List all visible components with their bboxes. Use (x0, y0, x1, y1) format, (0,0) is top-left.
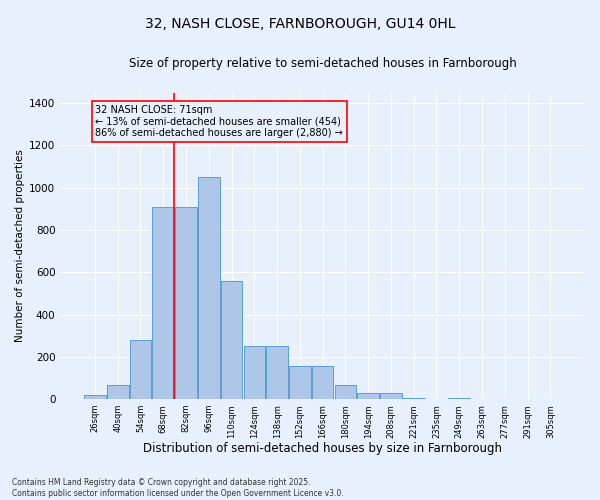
Bar (107, 386, 128, 399)
Bar (221, 280, 242, 399)
Bar (198, 177, 220, 399)
Bar (403, 398, 425, 399)
Bar (312, 366, 334, 399)
Bar (84, 395, 106, 399)
Text: Contains HM Land Registry data © Crown copyright and database right 2025.
Contai: Contains HM Land Registry data © Crown c… (12, 478, 344, 498)
Bar (244, 346, 265, 399)
Bar (448, 398, 470, 399)
Y-axis label: Number of semi-detached properties: Number of semi-detached properties (15, 150, 25, 342)
Text: 32, NASH CLOSE, FARNBOROUGH, GU14 0HL: 32, NASH CLOSE, FARNBOROUGH, GU14 0HL (145, 18, 455, 32)
Bar (380, 393, 402, 399)
Bar (266, 346, 288, 399)
X-axis label: Distribution of semi-detached houses by size in Farnborough: Distribution of semi-detached houses by … (143, 442, 502, 455)
Bar (289, 366, 311, 399)
Bar (335, 386, 356, 399)
Bar (152, 206, 174, 399)
Title: Size of property relative to semi-detached houses in Farnborough: Size of property relative to semi-detach… (129, 58, 517, 70)
Text: 32 NASH CLOSE: 71sqm
← 13% of semi-detached houses are smaller (454)
86% of semi: 32 NASH CLOSE: 71sqm ← 13% of semi-detac… (95, 105, 343, 138)
Bar (175, 206, 197, 399)
Bar (358, 393, 379, 399)
Bar (130, 340, 151, 399)
